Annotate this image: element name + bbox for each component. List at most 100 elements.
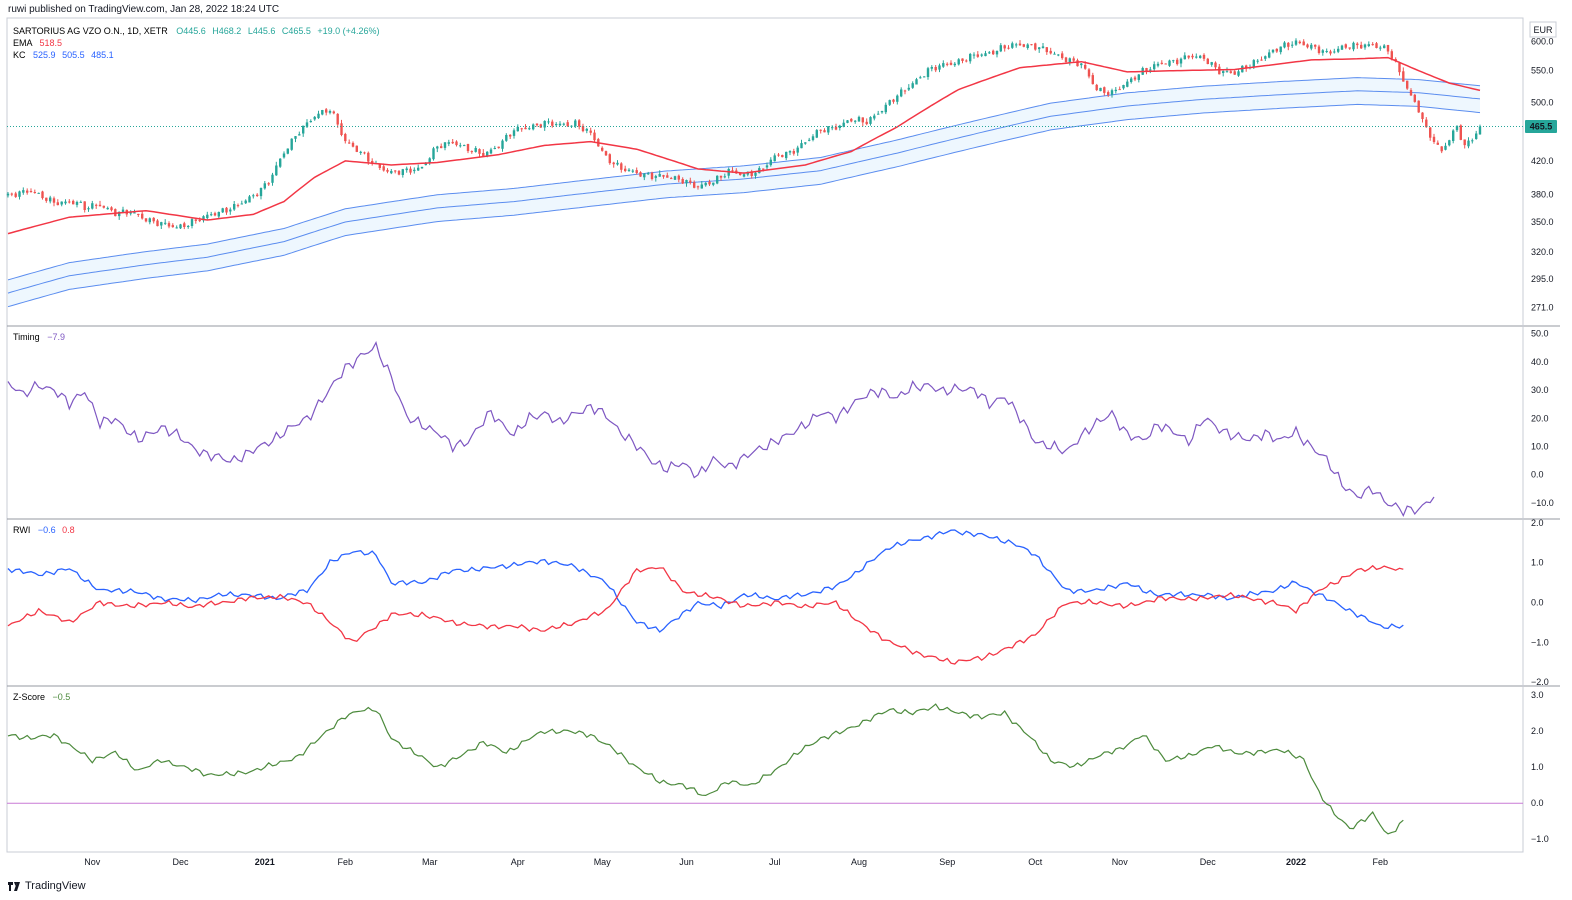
candle-body: [539, 124, 542, 128]
y-tick-label: −10.0: [1531, 498, 1554, 508]
zscore-axis[interactable]: 3.0 2.0 1.0 0.0 −1.0: [1531, 690, 1549, 844]
rwi-panel[interactable]: RWI −0.6 0.8 2.0 1.0 0.0 −1.0 −2.0: [7, 518, 1549, 687]
candle-body: [486, 151, 489, 156]
candle-body: [183, 223, 186, 227]
kc-legend-upper: 525.9: [33, 50, 56, 60]
y-tick-label: 295.0: [1531, 274, 1554, 284]
candle-body: [1026, 44, 1029, 48]
ohlc-open: O445.6: [176, 26, 206, 36]
candle-body: [930, 67, 933, 69]
rwi-axis[interactable]: 2.0 1.0 0.0 −1.0 −2.0: [1531, 518, 1549, 687]
candle-body: [1329, 51, 1332, 54]
zscore-legend-value: −0.5: [53, 692, 71, 702]
currency-badge[interactable]: [1529, 21, 1557, 38]
candle-body: [1371, 44, 1374, 46]
candle-body: [244, 200, 247, 204]
candle-body: [850, 118, 853, 122]
candle-body: [532, 124, 535, 130]
candle-body: [1321, 50, 1324, 53]
y-tick-label: 420.0: [1531, 156, 1554, 166]
candle-body: [681, 179, 684, 184]
candle-body: [670, 178, 673, 180]
candle-body: [118, 211, 121, 217]
y-tick-label: −2.0: [1531, 677, 1549, 687]
candle-body: [1057, 54, 1060, 56]
candle-body: [367, 152, 370, 162]
candle-body: [443, 142, 447, 148]
candle-body: [501, 140, 504, 149]
y-tick-label: 0.0: [1531, 598, 1544, 608]
candle-body: [1145, 68, 1148, 72]
candle-body: [279, 158, 282, 167]
x-tick-label: Nov: [1112, 857, 1129, 867]
candle-body: [739, 172, 742, 175]
y-tick-label: 40.0: [1531, 357, 1549, 367]
tradingview-logo[interactable]: TradingView: [8, 880, 86, 892]
candle-body: [1275, 48, 1278, 52]
candle-body: [29, 191, 33, 192]
candle-body: [1383, 45, 1386, 49]
candle-body: [1459, 125, 1462, 140]
candle-body: [1363, 44, 1367, 48]
candle-body: [14, 193, 17, 197]
candle-body: [750, 171, 753, 176]
candle-body: [624, 168, 627, 171]
candle-body: [156, 220, 159, 227]
candle-body: [397, 171, 401, 175]
y-tick-label: 380.0: [1531, 189, 1554, 199]
candle-body: [1271, 49, 1275, 53]
candle-body: [1072, 58, 1075, 61]
candle-body: [800, 143, 803, 149]
candle-body: [877, 113, 880, 115]
ema-legend-name: EMA: [13, 38, 33, 48]
candle-body: [1176, 59, 1179, 65]
candle-body: [505, 135, 508, 141]
candle-body: [819, 129, 822, 131]
y-tick-label: 600.0: [1531, 37, 1554, 47]
zscore-panel[interactable]: Z-Score −0.5 3.0 2.0 1.0 0.0 −1.0: [7, 690, 1549, 844]
candle-body: [1475, 133, 1478, 139]
candle-body: [1360, 44, 1363, 49]
candle-body: [1110, 90, 1114, 95]
candle-body: [942, 63, 945, 67]
candle-body: [1294, 40, 1298, 45]
candle-body: [566, 122, 569, 127]
candle-body: [892, 99, 895, 102]
candle-body: [1344, 44, 1347, 48]
candle-body: [811, 136, 815, 140]
x-tick-label: 2021: [255, 857, 275, 867]
price-panel[interactable]: 600.0 550.0 500.0 420.0 380.0 350.0 320.0 295.0…: [6, 21, 1557, 313]
candle-body: [1164, 63, 1167, 65]
candle-body: [1114, 89, 1117, 92]
candle-body: [535, 123, 539, 126]
candle-body: [75, 202, 79, 205]
timing-panel[interactable]: Timing −7.9 50.0 40.0 30.0 20.0 10.0 0.0 −10.0: [7, 329, 1554, 518]
candle-body: [1202, 54, 1206, 59]
x-tick-label: Feb: [1373, 857, 1389, 867]
time-axis[interactable]: Nov Dec 2021 Feb Mar Apr May Jun Jul Aug Sep Oct Nov…: [84, 857, 1388, 867]
price-axis[interactable]: 600.0 550.0 500.0 420.0 380.0 350.0 320.0 295.0…: [1531, 37, 1554, 313]
candle-body: [1191, 55, 1194, 58]
candle-body: [187, 226, 190, 227]
candle-body: [1444, 145, 1447, 150]
candle-body: [298, 134, 301, 136]
candle-body: [110, 207, 113, 211]
candle-body: [164, 222, 167, 224]
candle-body: [900, 89, 903, 97]
candle-body: [121, 209, 125, 213]
candle-body: [286, 148, 289, 154]
y-tick-label: 50.0: [1531, 329, 1549, 339]
candle-body: [838, 125, 841, 128]
candle-body: [171, 225, 174, 228]
candle-body: [98, 204, 102, 207]
candle-body: [1283, 42, 1286, 48]
x-tick-label: May: [594, 857, 612, 867]
candle-body: [271, 174, 274, 183]
timing-axis[interactable]: 50.0 40.0 30.0 20.0 10.0 0.0 −10.0: [1531, 329, 1554, 508]
candle-body: [378, 164, 381, 168]
candle-body: [463, 145, 466, 147]
candle-body: [616, 162, 619, 165]
candle-body: [1022, 44, 1025, 47]
candle-body: [926, 68, 930, 77]
